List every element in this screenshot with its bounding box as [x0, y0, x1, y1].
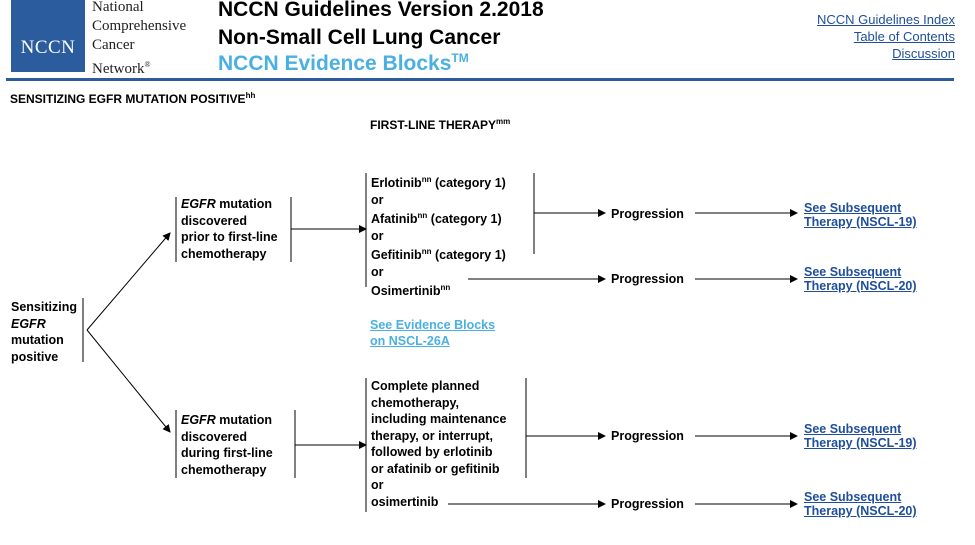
organization-name: National Comprehensive Cancer Network® — [92, 0, 186, 79]
cancer-type-title: Non-Small Cell Lung Cancer — [218, 26, 501, 49]
discussion-link[interactable]: Discussion — [892, 46, 955, 61]
nccn-logo-text: NCCN — [20, 37, 76, 58]
nccn-logo — [11, 0, 85, 72]
guidelines-index-link[interactable]: NCCN Guidelines Index — [816, 12, 955, 27]
table-of-contents-link[interactable]: Table of Contents — [853, 29, 955, 44]
org-line: Comprehensive — [92, 18, 187, 34]
see-subsequent-therapy-nscl19-link[interactable]: See Subsequent Therapy (NSCL-19) — [804, 201, 917, 229]
header-divider — [6, 78, 954, 81]
start-node-sensitizing-egfr: Sensitizing EGFR mutation positive — [11, 300, 77, 364]
first-line-tki-options: Erlotinibnn (category 1) or Afatinibnn (… — [371, 175, 506, 299]
section-title: SENSITIZING EGFR MUTATION POSITIVEhh — [10, 91, 256, 106]
first-line-therapy-header: FIRST-LINE THERAPYmm — [370, 117, 511, 132]
org-line: National — [92, 0, 144, 15]
evidence-blocks-title: NCCN Evidence BlocksTM — [218, 51, 469, 75]
registered-mark: ® — [144, 60, 151, 69]
org-line: Network® — [92, 60, 151, 77]
see-evidence-blocks-link[interactable]: See Evidence Blocks on NSCL-26A — [370, 318, 496, 348]
see-subsequent-therapy-nscl20-link[interactable]: See Subsequent Therapy (NSCL-20) — [804, 490, 917, 518]
progression-label: Progression — [611, 272, 684, 286]
org-line: Cancer — [92, 37, 135, 53]
progression-label: Progression — [611, 207, 684, 221]
see-subsequent-therapy-nscl20-link[interactable]: See Subsequent Therapy (NSCL-20) — [804, 265, 917, 293]
node-egfr-prior-to-first-line: EGFR mutation discovered prior to first-… — [181, 197, 278, 261]
node-egfr-during-first-line: EGFR mutation discovered during first-li… — [181, 413, 273, 477]
progression-label: Progression — [611, 497, 684, 511]
see-subsequent-therapy-nscl19-link[interactable]: See Subsequent Therapy (NSCL-19) — [804, 422, 917, 450]
complete-chemotherapy-options: Complete planned chemotherapy, including… — [371, 379, 507, 509]
guidelines-version-title: NCCN Guidelines Version 2.2018 — [218, 0, 544, 21]
progression-label: Progression — [611, 429, 684, 443]
